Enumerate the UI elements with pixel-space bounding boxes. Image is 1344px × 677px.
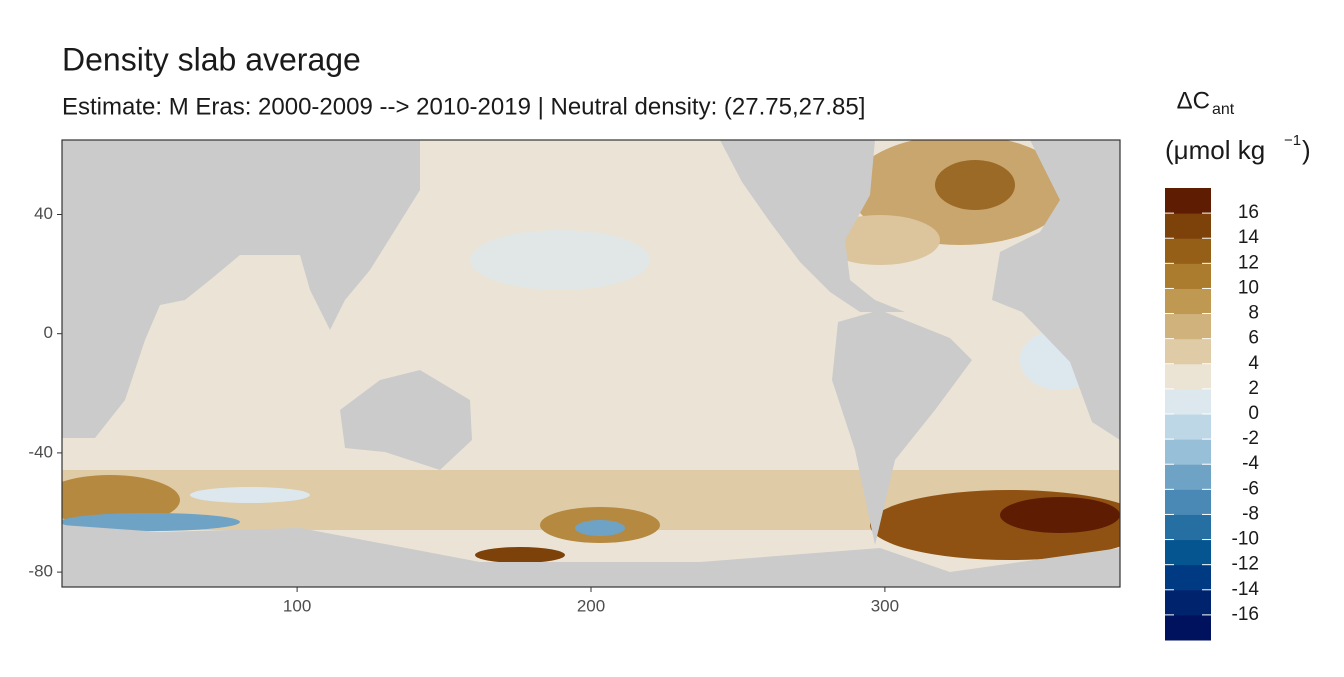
legend-swatch (1165, 188, 1211, 214)
legend-tick-label: 8 (1248, 303, 1259, 324)
legend-swatch (1165, 489, 1211, 515)
field-patch (1000, 497, 1120, 533)
x-tick-label: 300 (871, 596, 899, 615)
legend-tick-label: 2 (1248, 378, 1259, 399)
legend-swatch (1165, 213, 1211, 239)
legend-tick-label: 0 (1248, 403, 1259, 424)
chart-title: Density slab average (62, 41, 361, 77)
legend-swatch (1165, 313, 1211, 340)
legend-tick-label: -12 (1232, 554, 1259, 575)
field-patch (62, 513, 240, 531)
legend-tick-label: -16 (1232, 604, 1259, 625)
field-patch (935, 160, 1015, 210)
field-patch (62, 475, 180, 525)
legend-tick-label: 6 (1248, 328, 1259, 349)
legend-unit-sup: −1 (1284, 132, 1301, 149)
legend-unit-end: ) (1302, 135, 1311, 165)
legend-swatch (1165, 614, 1211, 641)
legend-swatch (1165, 363, 1211, 390)
legend-tick-label: -4 (1242, 453, 1259, 474)
field-patch (470, 230, 650, 290)
legend-tick-label: 14 (1238, 227, 1260, 248)
y-tick-label: 0 (44, 323, 53, 342)
legend-swatch (1165, 263, 1211, 289)
legend-tick-label: -14 (1232, 579, 1260, 600)
legend-unit: (μmol kg (1165, 135, 1265, 165)
legend-swatch (1165, 414, 1211, 440)
y-tick-label: -80 (28, 562, 53, 581)
legend-tick-label: 12 (1238, 252, 1259, 273)
legend-tick-label: -10 (1232, 529, 1259, 550)
legend-swatch (1165, 464, 1211, 490)
legend-swatch (1165, 338, 1211, 365)
legend-swatch (1165, 288, 1211, 315)
legend-tick-label: -8 (1242, 503, 1259, 524)
legend-swatch (1165, 539, 1211, 566)
legend-tick-label: 16 (1238, 202, 1259, 223)
legend-swatch (1165, 514, 1211, 541)
x-tick-label: 100 (283, 596, 311, 615)
legend-tick-label: 4 (1248, 353, 1259, 374)
legend-swatch (1165, 238, 1211, 264)
map (62, 140, 1120, 587)
legend-tick-label: -6 (1242, 478, 1259, 499)
legend-tick-label: -2 (1242, 428, 1259, 449)
x-tick-label: 200 (577, 596, 605, 615)
legend-swatch (1165, 564, 1211, 591)
legend-swatch (1165, 388, 1211, 415)
land (62, 140, 1120, 587)
legend-tick-label: 10 (1238, 277, 1259, 298)
legend-swatch (1165, 589, 1211, 616)
legend-title-sub: ant (1212, 101, 1235, 118)
field-patch (475, 547, 565, 563)
chart-subtitle: Estimate: M Eras: 2000-2009 --> 2010-201… (62, 93, 865, 120)
legend-title: ΔC (1177, 87, 1210, 114)
field-patch (575, 520, 625, 536)
y-tick-label: 40 (34, 204, 53, 223)
legend-swatch (1165, 439, 1211, 465)
y-tick-label: -40 (28, 442, 53, 461)
field-patch (190, 487, 310, 503)
